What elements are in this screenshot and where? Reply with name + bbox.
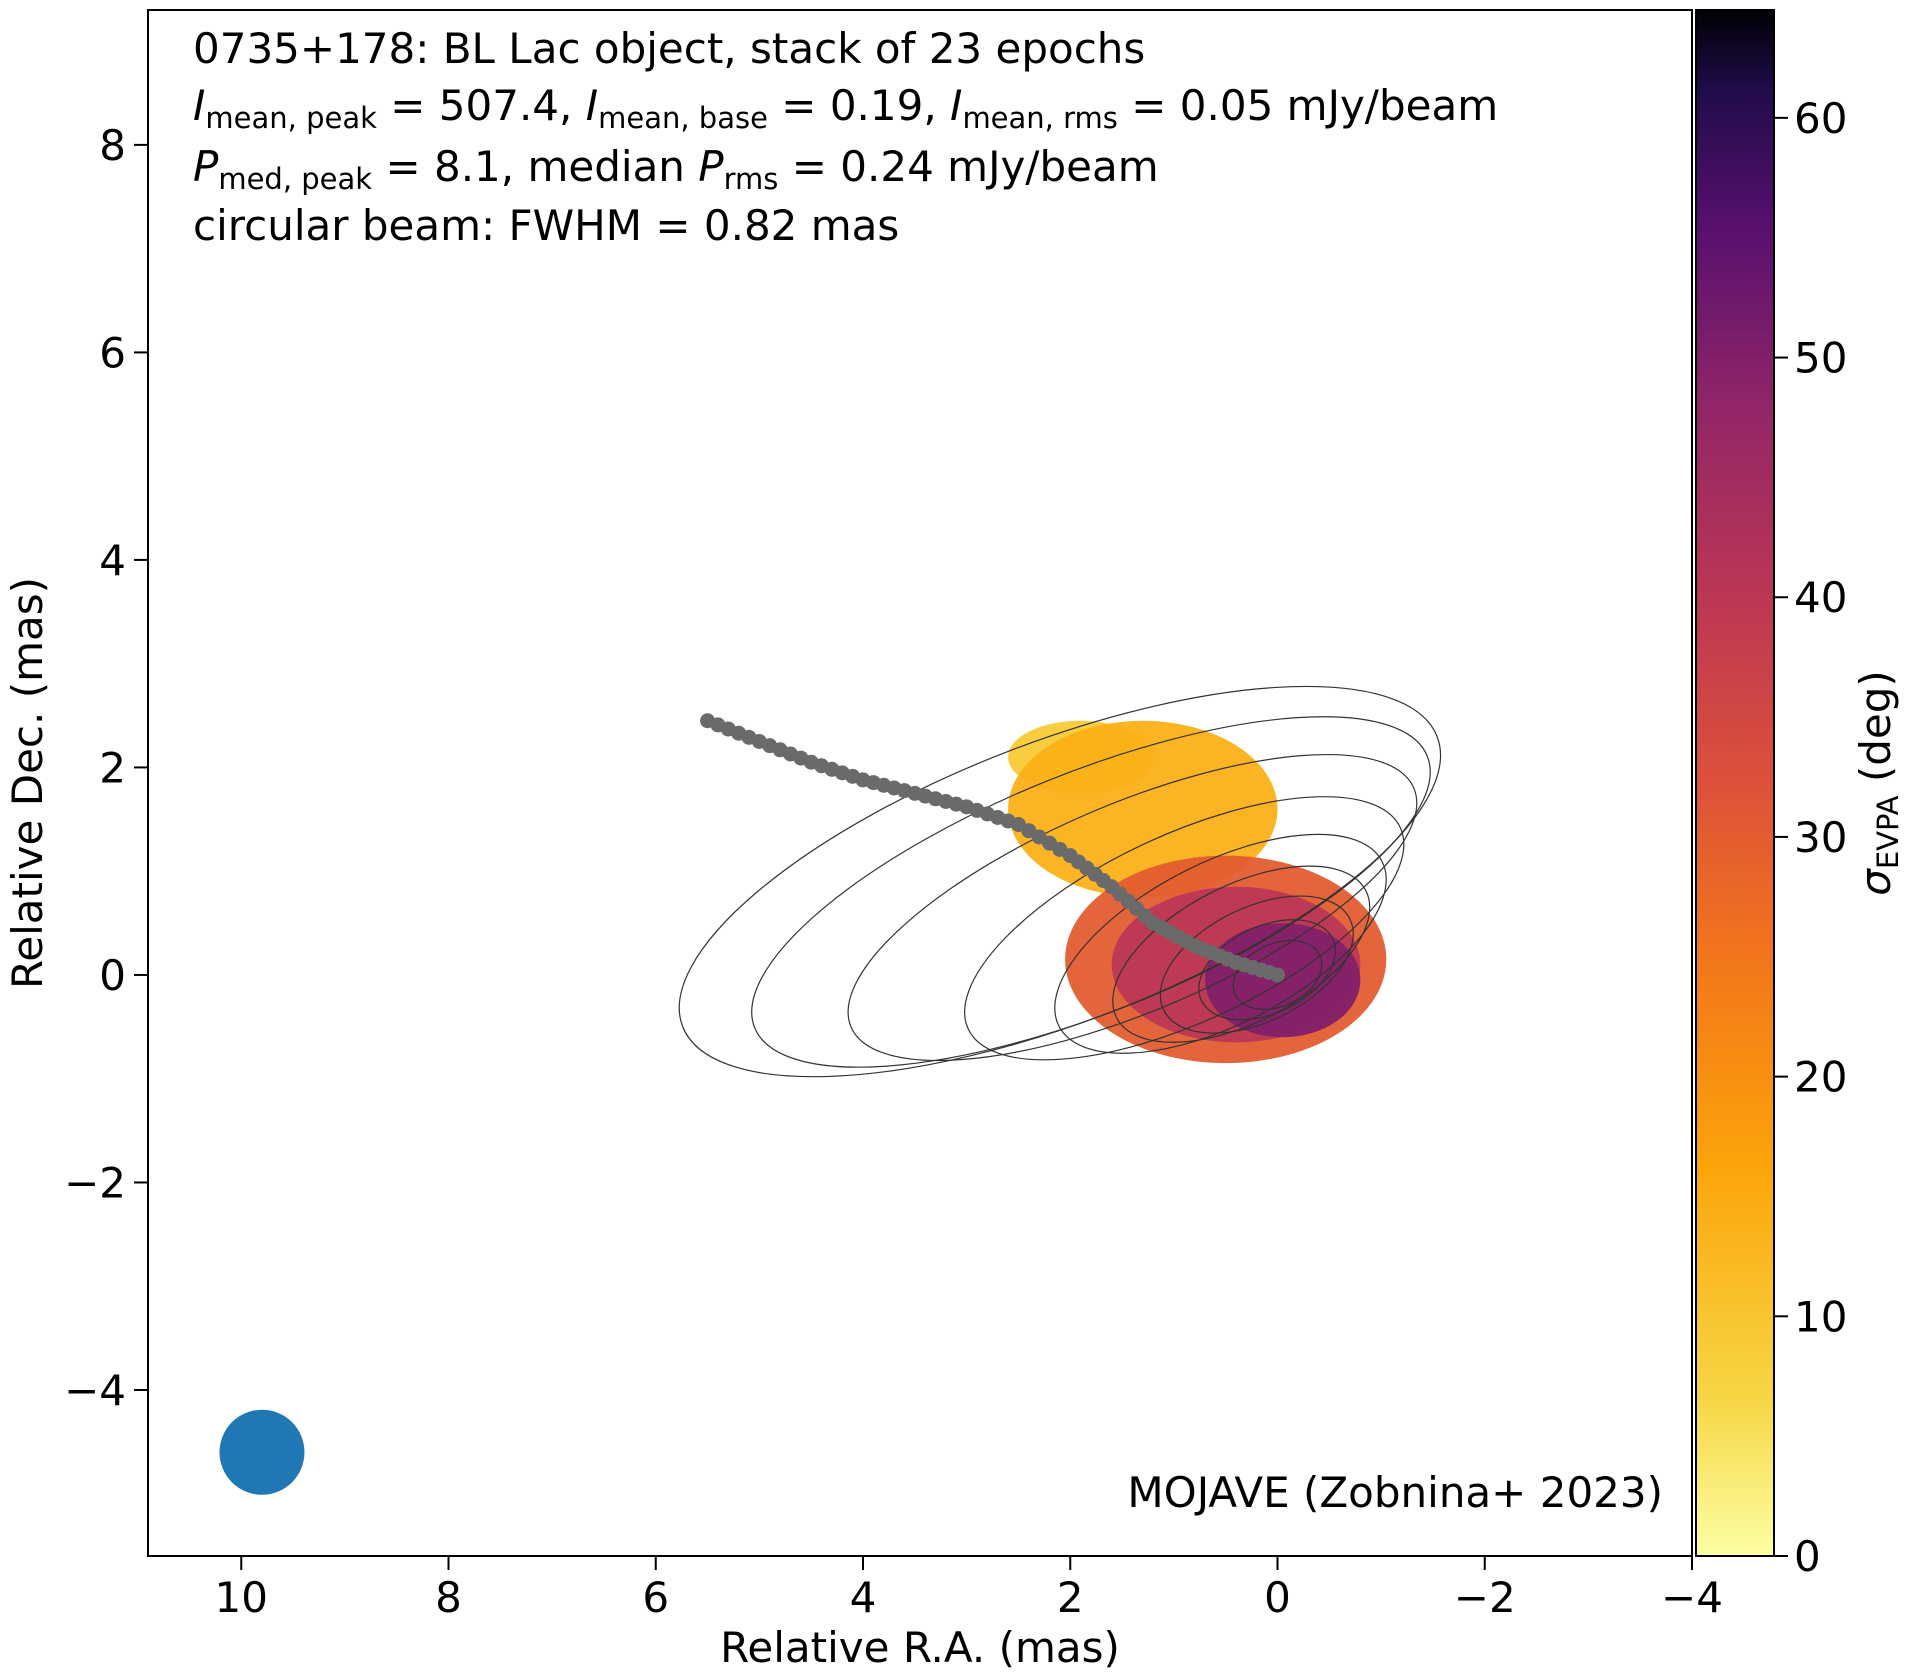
annotation-segment: med, peak bbox=[218, 162, 372, 196]
x-tick-label: 10 bbox=[215, 1573, 268, 1622]
annotation-block: 0735+178: BL Lac object, stack of 23 epo… bbox=[193, 24, 1663, 1517]
contour-level-6 bbox=[964, 796, 1405, 1061]
annotation-segment: P bbox=[698, 142, 724, 191]
x-tick-label: 0 bbox=[1264, 1573, 1291, 1622]
x-axis-ticks: 10 8 6 4 2 0 −2 −4 bbox=[215, 1556, 1723, 1622]
plot-area: 10 8 6 4 2 0 −2 −4 8 6 4 2 0 −2 −4 bbox=[64, 9, 1723, 1622]
beam-disk bbox=[219, 1409, 305, 1495]
y-axis-label: Relative Dec. (mas) bbox=[3, 577, 52, 989]
colorbar-tick-label: 0 bbox=[1794, 1532, 1821, 1581]
x-tick-label: −4 bbox=[1661, 1573, 1723, 1622]
annotation-line-3: Pmed, peak = 8.1, median Prms = 0.24 mJy… bbox=[193, 142, 1159, 196]
annotation-line-2: Imean, peak = 507.4, Imean, base = 0.19,… bbox=[193, 81, 1498, 135]
contour-level-1 bbox=[1232, 939, 1323, 1010]
colorbar-tick-label: 50 bbox=[1794, 334, 1847, 383]
colorbar-tick-label: 60 bbox=[1794, 94, 1847, 143]
plot-frame bbox=[147, 9, 1693, 1557]
annotation-segment: = 0.05 mJy/beam bbox=[1118, 81, 1498, 130]
annotation-segment: rms bbox=[724, 162, 779, 196]
annotation-segment: = 0.24 mJy/beam bbox=[778, 142, 1158, 191]
colorbar-tick-label: 40 bbox=[1794, 573, 1847, 622]
annotation-line-1: 0735+178: BL Lac object, stack of 23 epo… bbox=[193, 24, 1145, 73]
annotation-segment: P bbox=[193, 142, 219, 191]
x-tick-label: 8 bbox=[435, 1573, 462, 1622]
annotation-segment: mean, rms bbox=[962, 101, 1117, 135]
colorbar-ticks: 0 10 20 30 40 50 60 bbox=[1774, 94, 1847, 1581]
x-tick-label: −2 bbox=[1454, 1573, 1516, 1622]
y-tick-label: 2 bbox=[99, 743, 126, 792]
contour-level-2 bbox=[1198, 919, 1337, 1021]
intensity-contours bbox=[678, 685, 1442, 1078]
y-axis-ticks: 8 6 4 2 0 −2 −4 bbox=[64, 121, 148, 1415]
y-tick-label: 4 bbox=[99, 536, 126, 585]
colorbar-label-segment: σ bbox=[1851, 868, 1900, 896]
y-tick-label: 0 bbox=[99, 951, 126, 1000]
y-tick-label: 8 bbox=[99, 121, 126, 170]
contour-level-9 bbox=[678, 685, 1442, 1078]
x-tick-label: 4 bbox=[850, 1573, 877, 1622]
annotation-segment: mean, peak bbox=[205, 101, 377, 135]
contour-level-7 bbox=[847, 753, 1418, 1062]
annotation-segment: = 507.4, bbox=[377, 81, 586, 130]
contour-level-4 bbox=[1112, 865, 1371, 1043]
annotation-segment: = 0.19, bbox=[768, 81, 950, 130]
colorbar-tick-label: 30 bbox=[1794, 813, 1847, 862]
annotation-line-4: circular beam: FWHM = 0.82 mas bbox=[193, 201, 899, 250]
x-tick-label: 6 bbox=[642, 1573, 669, 1622]
annotation-segment: mean, base bbox=[598, 101, 768, 135]
colorbar-gradient bbox=[1695, 9, 1775, 1557]
ridge-point bbox=[1270, 967, 1286, 983]
x-axis-label: Relative R.A. (mas) bbox=[720, 1623, 1120, 1672]
y-tick-label: 6 bbox=[99, 328, 126, 377]
colorbar-tick-label: 10 bbox=[1794, 1292, 1847, 1341]
contour-level-3 bbox=[1159, 895, 1354, 1034]
colorbar-label-segment: EVPA bbox=[1871, 795, 1905, 869]
beam-ellipse bbox=[219, 1409, 305, 1495]
colorbar: 0 10 20 30 40 50 60 σEVPA (deg) bbox=[1695, 9, 1905, 1581]
x-tick-label: 2 bbox=[1057, 1573, 1084, 1622]
y-tick-label: −4 bbox=[64, 1366, 126, 1415]
colorbar-label-segment: (deg) bbox=[1851, 670, 1900, 795]
annotation-segment: I bbox=[586, 81, 598, 130]
credit-text: MOJAVE (Zobnina+ 2023) bbox=[1127, 1468, 1663, 1517]
contour-level-5 bbox=[1054, 833, 1387, 1054]
colorbar-label: σEVPA (deg) bbox=[1851, 670, 1905, 896]
y-tick-label: −2 bbox=[64, 1158, 126, 1207]
annotation-segment: I bbox=[950, 81, 962, 130]
annotation-segment: = 8.1, median bbox=[372, 142, 698, 191]
evpa-heatmap bbox=[1008, 720, 1387, 1064]
colorbar-tick-label: 20 bbox=[1794, 1053, 1847, 1102]
annotation-segment: I bbox=[193, 81, 205, 130]
jet-ridge-line bbox=[700, 713, 1286, 983]
